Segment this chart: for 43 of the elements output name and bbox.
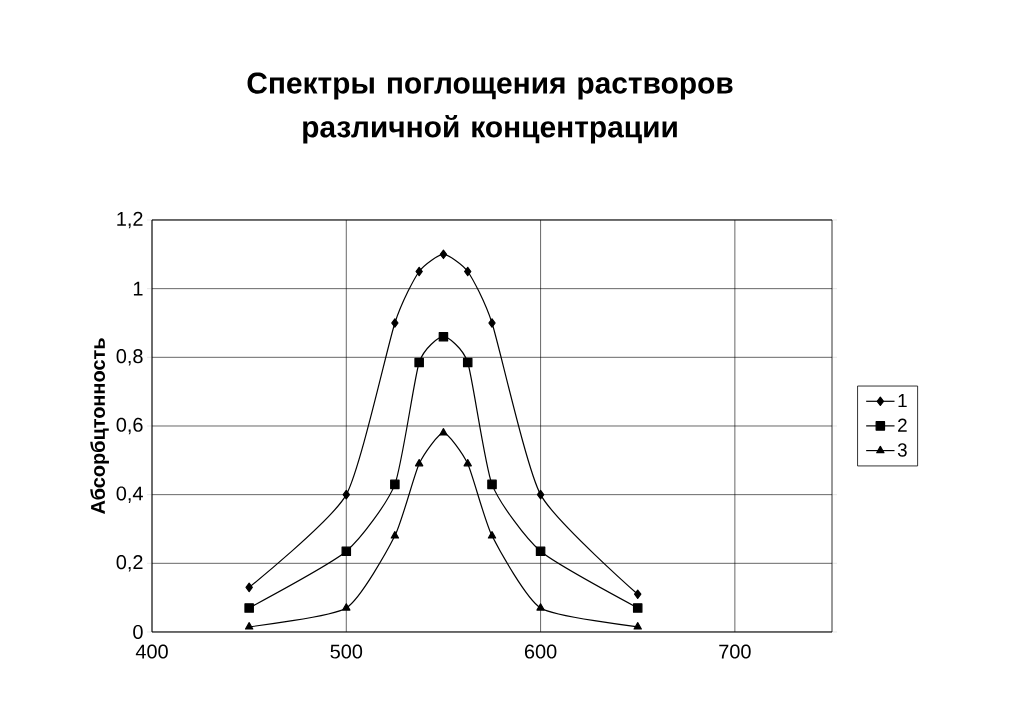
point <box>463 458 472 467</box>
legend-label: 1 <box>898 394 907 408</box>
point <box>244 603 254 613</box>
point <box>342 489 351 500</box>
point <box>462 357 473 368</box>
point <box>414 357 424 368</box>
y-tick-label: 1,2 <box>117 211 143 229</box>
x-tick-label: 500 <box>330 644 363 659</box>
point <box>632 603 643 613</box>
y-tick-label: 0,6 <box>116 417 143 435</box>
point <box>438 331 449 342</box>
y-tick-label: 0,8 <box>116 349 143 366</box>
point <box>439 249 448 260</box>
y-tick-label: 0,2 <box>116 555 143 572</box>
point <box>342 603 351 611</box>
point <box>536 489 545 500</box>
point <box>414 458 424 467</box>
x-tick-label: 400 <box>135 644 168 659</box>
y-tick-label: 1 <box>133 281 143 296</box>
legend-label: 2 <box>898 418 907 432</box>
y-axis-title: Абсорбцтонность <box>90 338 109 514</box>
point <box>390 479 400 490</box>
y-tick-label: 0 <box>133 624 143 640</box>
point <box>244 622 254 630</box>
point <box>390 531 400 539</box>
point <box>463 266 472 277</box>
point <box>439 428 448 436</box>
point <box>487 479 497 490</box>
point <box>488 318 496 328</box>
point <box>633 622 642 630</box>
point <box>487 531 497 539</box>
point <box>535 546 546 557</box>
chart-title: Спектры поглощения растворов различной концентрации <box>247 72 733 144</box>
point <box>536 603 545 611</box>
point <box>415 266 423 277</box>
point <box>245 582 253 593</box>
point <box>391 318 399 328</box>
x-tick-label: 700 <box>719 644 751 659</box>
x-tick-label: 600 <box>524 644 557 659</box>
y-tick-label: 0,4 <box>116 486 143 503</box>
legend-label: 3 <box>897 443 907 457</box>
point <box>341 546 352 557</box>
point <box>633 589 642 599</box>
